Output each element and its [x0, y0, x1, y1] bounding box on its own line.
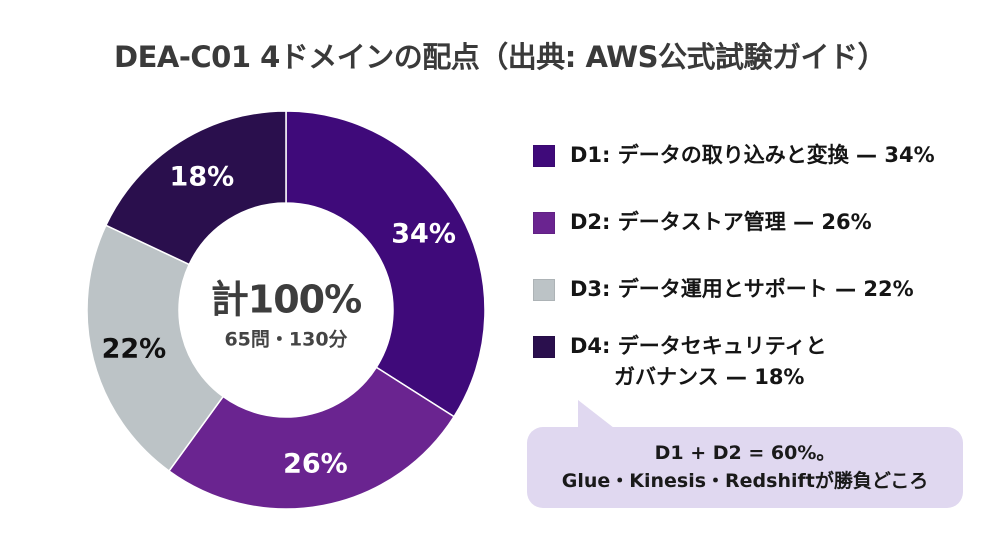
legend-swatch-d1 [533, 145, 555, 167]
legend-label-d1: D1: データの取り込みと変換 — 34% [570, 140, 935, 171]
center-total-label: 計100% [210, 277, 362, 322]
segment-label-d3: 22% [101, 333, 167, 365]
donut-chart: 34% 26% 22% 18% 計100% 65問・130分 [86, 110, 486, 510]
segment-label-d1: 34% [391, 218, 456, 250]
donut-segment-d4 [104, 110, 287, 266]
legend-label-d4-line2: ガバナンス — 18% [614, 365, 805, 389]
legend-label-d3: D3: データ運用とサポート — 22% [570, 274, 914, 305]
donut-segment-d1 [285, 110, 486, 418]
legend-item-d4: D4: データセキュリティと ガバナンス — 18% [533, 331, 827, 393]
donut-svg [86, 110, 486, 510]
callout-box: D1 + D2 = 60%。 Glue・Kinesis・Redshiftが勝負ど… [527, 427, 963, 508]
center-sub-label: 65問・130分 [224, 328, 348, 351]
legend-label-d2: D2: データストア管理 — 26% [570, 207, 872, 238]
legend-label-d4: D4: データセキュリティと ガバナンス — 18% [570, 331, 827, 393]
legend-item-d3: D3: データ運用とサポート — 22% [533, 274, 914, 305]
chart-title: DEA-C01 4ドメインの配点（出典: AWS公式試験ガイド） [114, 40, 887, 74]
callout-line2: Glue・Kinesis・Redshiftが勝負どころ [561, 470, 929, 492]
legend-item-d1: D1: データの取り込みと変換 — 34% [533, 140, 935, 171]
legend-item-d2: D2: データストア管理 — 26% [533, 207, 872, 238]
donut-segment-d3 [86, 224, 225, 473]
segment-label-d2: 26% [283, 448, 348, 480]
segment-label-d4: 18% [169, 161, 235, 193]
legend-swatch-d2 [533, 212, 555, 234]
donut-segment-d2 [167, 366, 456, 510]
callout-line1: D1 + D2 = 60%。 [654, 442, 836, 464]
legend-label-d4-line1: D4: データセキュリティと [570, 334, 827, 358]
legend-label-d3-text: D3: データ運用とサポート — 22% [570, 277, 914, 301]
legend-label-d2-text: D2: データストア管理 — 26% [570, 210, 872, 234]
legend-label-d1-text: D1: データの取り込みと変換 — 34% [570, 143, 935, 167]
callout-tail [578, 400, 614, 428]
legend-swatch-d4 [533, 336, 555, 358]
legend-swatch-d3 [533, 279, 555, 301]
